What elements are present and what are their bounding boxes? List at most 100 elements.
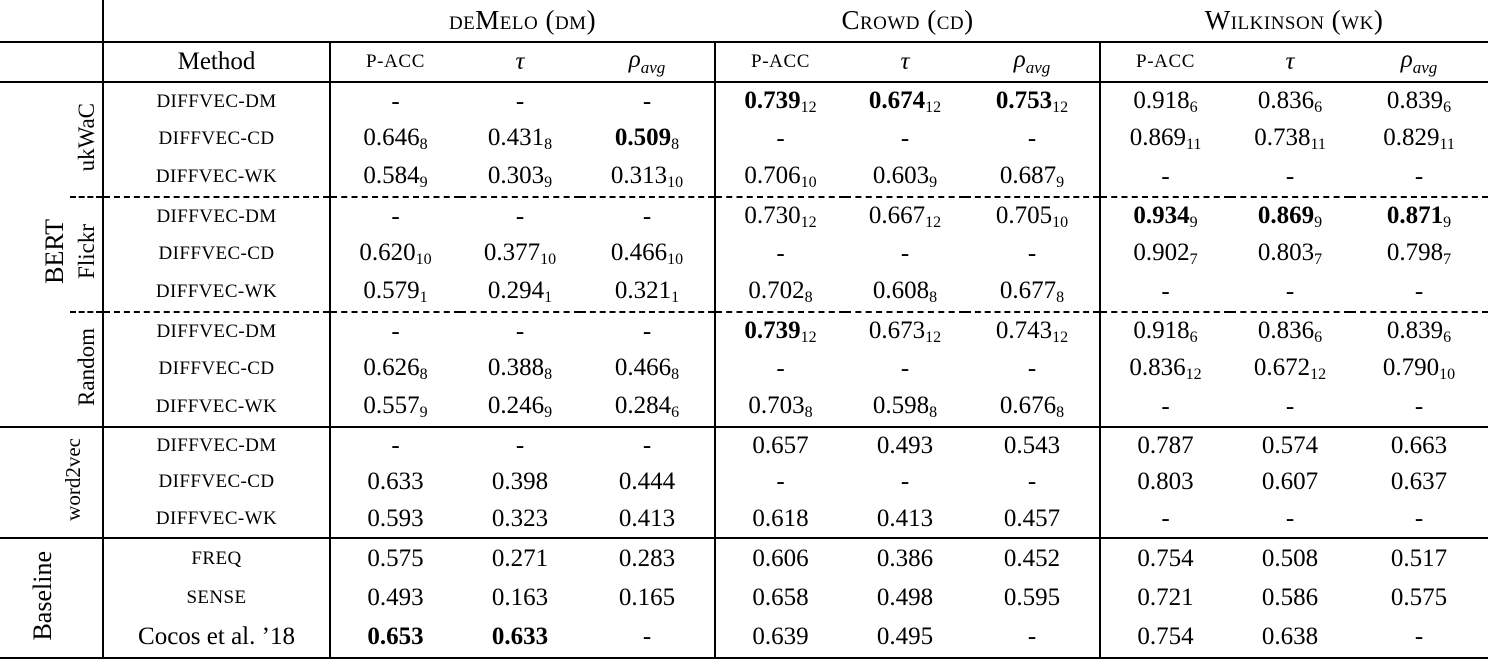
header-pacc-dm: P-ACC [330,42,460,83]
table-row: Flickr DIFFVEC-DM - - -0.73012 0.66712 0.70510… [0,196,1488,313]
metric-value: 0.829 [1383,124,1440,152]
metric-value: 0.575 [367,544,424,572]
metric-cell: - [845,350,965,387]
metric-value: - [1027,240,1037,268]
metric-value: - [391,202,400,230]
metric-cell: - [330,427,460,465]
metric-value: 0.836 [1129,354,1186,382]
metric-cell: 0.8396 [1350,82,1488,121]
metric-cell: 0.607 [1230,464,1350,500]
metric-value: 0.431 [487,124,545,152]
metric-value: - [1414,623,1424,651]
metric-value: 0.618 [752,504,809,532]
metric-cell: 0.73912 [715,82,845,121]
metric-value: 0.466 [614,354,672,382]
metric-cell: - [1230,500,1351,540]
rho-subscript: avg [1025,58,1051,77]
rank-subscript: 9 [544,403,553,421]
metric-value: 0.687 [999,161,1057,189]
metric-cell: 0.413 [580,500,717,540]
metric-value: 0.721 [1137,583,1194,611]
metric-cell: 0.6768 [965,387,1102,428]
rho-subscript: avg [1412,58,1438,77]
method-column-header: Method [103,42,331,83]
metric-value: 0.495 [876,623,934,651]
rank-subscript: 9 [929,174,938,192]
metric-value: - [1161,392,1170,420]
metric-value: - [1161,163,1170,191]
metric-cell: 0.457 [965,500,1102,540]
corpus-label: Flickr [73,224,99,280]
metric-cell: 0.606 [715,538,845,578]
rank-subscript: 10 [800,174,817,192]
metric-value: 0.579 [363,276,420,304]
metric-value: 0.918 [1133,316,1190,344]
metric-cell: 0.73912 [715,312,845,351]
rank-subscript: 8 [804,403,813,421]
metric-value: - [391,317,400,345]
metric-value: 0.706 [744,161,801,189]
metric-value: - [515,202,525,230]
metric-cell: 0.657 [715,427,845,465]
rank-subscript: 10 [667,251,684,269]
metric-cell: 0.62010 [330,236,460,273]
rank-subscript: 8 [804,288,813,306]
metric-cell: 0.517 [1350,538,1488,578]
metric-cell: 0.2941 [460,273,580,313]
method-cell: DIFFVEC-DM [103,311,331,351]
metric-value: - [1414,163,1424,191]
metric-cell: - [580,311,717,351]
metric-cell: - [1100,500,1231,540]
metric-value: 0.398 [491,468,549,496]
metric-cell: - [1100,273,1231,313]
rho-subscript: avg [640,58,666,77]
metric-cell: 0.283 [580,538,717,579]
metric-value: - [1027,623,1037,651]
method-cell: FREQ [103,538,331,579]
metric-cell: 0.413 [845,500,966,540]
metric-value: 0.413 [618,504,676,532]
metric-cell: - [715,464,845,500]
rank-subscript: 8 [419,366,428,384]
metric-cell: 0.663 [1350,427,1488,465]
metric-cell: 0.639 [715,617,846,659]
metric-cell: 0.67312 [845,312,965,351]
metric-cell: 0.83612 [1100,350,1230,387]
metric-value: 0.743 [995,316,1053,344]
metric-value: - [642,431,652,459]
corpus-label: Random [73,327,99,406]
metric-value: 0.493 [876,431,934,459]
metric-value: - [515,317,525,345]
rank-subscript: 7 [1189,251,1198,269]
rank-subscript: 1 [671,288,680,306]
rank-subscript: 8 [419,136,428,154]
metric-cell: 0.6879 [965,158,1102,198]
metric-cell: 0.633 [330,464,460,500]
metric-value: - [1414,504,1424,532]
metric-value: - [1027,125,1037,153]
metric-value: 0.753 [995,86,1053,114]
metric-value: 0.246 [487,391,545,419]
metric-cell: 0.4318 [460,121,580,158]
metric-cell: 0.493 [330,578,460,617]
method-cell: DIFFVEC-WK [103,273,331,313]
metric-value: 0.839 [1386,86,1444,114]
metric-cell: - [715,236,845,273]
metric-cell: - [460,312,580,351]
metric-cell: - [580,196,717,236]
metric-value: 0.739 [744,86,801,114]
metric-cell: - [1350,387,1488,428]
metric-value: 0.163 [491,583,549,611]
metric-value: 0.283 [618,544,676,572]
metric-cell: 0.37710 [460,236,580,273]
metric-cell: 0.5098 [580,120,717,159]
rank-subscript: 10 [1439,366,1456,384]
metric-cell: 0.323 [460,500,580,540]
rank-subscript: 10 [667,174,684,192]
metric-value: 0.498 [876,583,934,611]
rank-subscript: 12 [925,328,942,346]
rank-subscript: 12 [800,213,817,231]
header-tau-dm: τ [460,42,580,83]
metric-value: 0.657 [752,431,809,459]
metric-value: 0.798 [1386,239,1444,267]
